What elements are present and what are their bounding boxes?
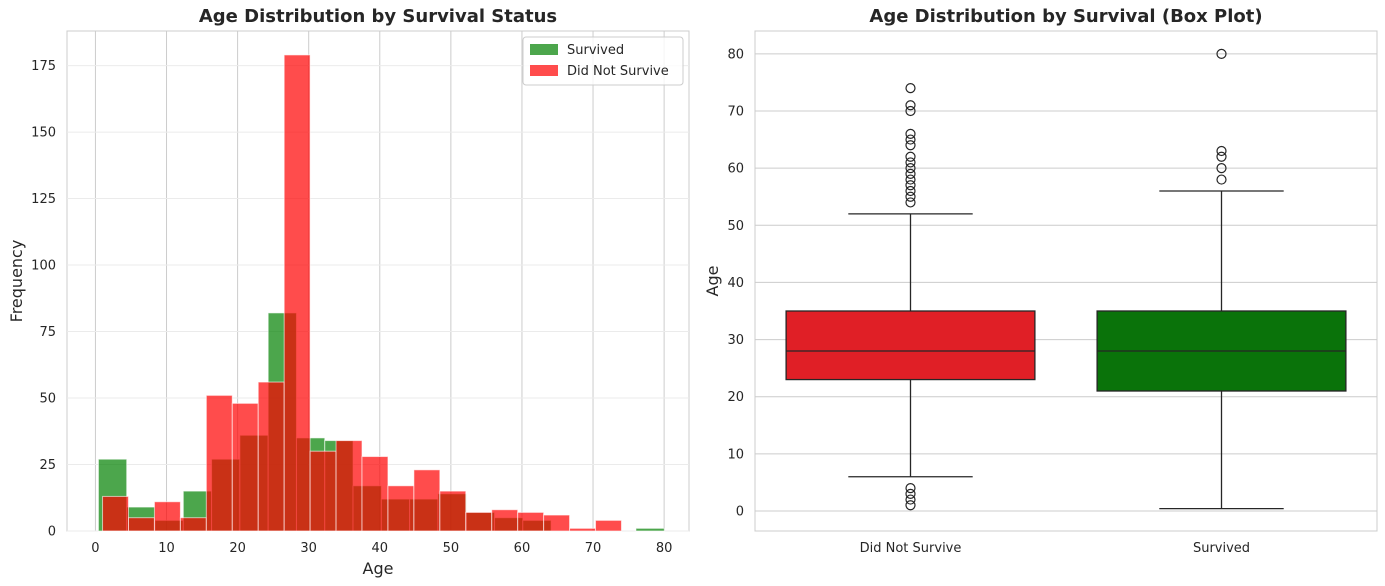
histogram-bar-did-not-survive-18 bbox=[569, 527, 597, 532]
histogram-x-tick-60: 60 bbox=[514, 541, 531, 556]
box-plot-y-ticks: 0 10 20 30 40 50 60 70 80 bbox=[727, 47, 744, 519]
histogram-grid bbox=[67, 31, 689, 532]
outlier-did-not-survive-15 bbox=[905, 128, 916, 139]
histogram-bar-did-not-survive-7 bbox=[283, 54, 311, 532]
histogram-bar-did-not-survive-12 bbox=[413, 469, 441, 532]
outlier-did-not-survive-1 bbox=[905, 494, 916, 505]
histogram-y-tick-150: 150 bbox=[31, 126, 56, 141]
box-plot-y-tick-30: 30 bbox=[727, 333, 744, 348]
box-plot-title: Age Distribution by Survival (Box Plot) bbox=[869, 6, 1262, 27]
histogram-bar-did-not-survive-15 bbox=[491, 509, 519, 532]
box-plot-x-ticks: Did Not Survive Survived bbox=[860, 541, 1250, 556]
histogram-bar-did-not-survive-16 bbox=[517, 511, 545, 532]
outlier-survived-3 bbox=[1216, 145, 1227, 157]
legend-swatch-survived bbox=[530, 44, 558, 55]
box-plot-y-tick-40: 40 bbox=[727, 276, 744, 291]
box-plot-y-tick-0: 0 bbox=[736, 505, 744, 520]
histogram-bar-did-not-survive-11 bbox=[387, 485, 415, 532]
histogram-y-ticks: 0 25 50 75 100 125 150 175 bbox=[31, 59, 56, 539]
outlier-did-not-survive-16 bbox=[905, 105, 916, 117]
outlier-survived-4 bbox=[1216, 48, 1227, 59]
legend-label-did-not-survive: Did Not Survive bbox=[567, 64, 669, 79]
histogram-bar-did-not-survive-3 bbox=[179, 517, 207, 532]
histogram-x-tick-50: 50 bbox=[443, 541, 460, 556]
outlier-did-not-survive-3 bbox=[905, 483, 916, 494]
histogram-y-label: Frequency bbox=[7, 240, 26, 323]
histogram-bar-did-not-survive-8 bbox=[309, 450, 337, 532]
histogram-x-tick-30: 30 bbox=[300, 541, 317, 556]
histogram-x-tick-0: 0 bbox=[91, 541, 99, 556]
histogram-bar-did-not-survive-14 bbox=[465, 511, 493, 532]
outlier-did-not-survive-12 bbox=[905, 151, 916, 162]
histogram-y-tick-0: 0 bbox=[48, 525, 56, 540]
outlier-did-not-survive-18 bbox=[905, 83, 916, 94]
histogram-y-tick-25: 25 bbox=[39, 458, 56, 473]
outlier-did-not-survive-10 bbox=[905, 163, 916, 174]
histogram-x-tick-20: 20 bbox=[229, 541, 246, 556]
histogram-bar-did-not-survive-19 bbox=[595, 519, 622, 532]
outlier-did-not-survive-4 bbox=[905, 197, 916, 208]
box-plot-y-tick-70: 70 bbox=[727, 105, 744, 120]
histogram-bar-did-not-survive-13 bbox=[439, 490, 467, 532]
histogram-y-tick-100: 100 bbox=[31, 259, 56, 274]
outlier-did-not-survive-0 bbox=[905, 500, 916, 511]
histogram-bar-did-not-survive-0 bbox=[102, 495, 129, 532]
box-plot-y-tick-80: 80 bbox=[727, 47, 744, 62]
outlier-survived-2 bbox=[1216, 151, 1227, 162]
histogram-x-tick-40: 40 bbox=[372, 541, 389, 556]
histogram-bar-did-not-survive-17 bbox=[543, 514, 571, 532]
histogram-y-tick-125: 125 bbox=[31, 192, 56, 207]
histogram-bar-did-not-survive-5 bbox=[231, 402, 259, 532]
histogram-legend: Survived Did Not Survive bbox=[522, 36, 684, 86]
legend-label-survived: Survived bbox=[567, 43, 624, 58]
histogram-bar-did-not-survive-1 bbox=[127, 517, 155, 532]
histogram-x-tick-10: 10 bbox=[158, 541, 175, 556]
outlier-did-not-survive-8 bbox=[905, 174, 916, 185]
legend-frame bbox=[522, 36, 684, 86]
outlier-did-not-survive-11 bbox=[905, 157, 916, 168]
outlier-did-not-survive-9 bbox=[905, 168, 916, 179]
outlier-did-not-survive-7 bbox=[905, 180, 916, 191]
histogram-y-tick-175: 175 bbox=[31, 59, 56, 74]
box-plot-y-tick-50: 50 bbox=[727, 219, 744, 234]
outlier-did-not-survive-14 bbox=[905, 134, 916, 145]
box-plot-x-tick-did-not-survive: Did Not Survive bbox=[860, 541, 962, 556]
box-plot-y-tick-10: 10 bbox=[727, 447, 744, 462]
histogram-bar-did-not-survive-4 bbox=[205, 394, 233, 532]
histogram-bar-did-not-survive-9 bbox=[335, 440, 363, 532]
histogram-bar-did-not-survive-10 bbox=[361, 456, 389, 532]
histogram-x-tick-80: 80 bbox=[656, 541, 673, 556]
outlier-did-not-survive-2 bbox=[905, 488, 916, 499]
histogram-y-tick-50: 50 bbox=[39, 392, 56, 407]
box-plot-y-tick-20: 20 bbox=[727, 390, 744, 405]
histogram-plot-area bbox=[66, 30, 690, 532]
outlier-did-not-survive-6 bbox=[905, 185, 916, 197]
histogram-title: Age Distribution by Survival Status bbox=[199, 6, 557, 27]
box-did-not-survive bbox=[785, 310, 1036, 381]
histogram-bar-survived-19 bbox=[635, 527, 665, 532]
box-plot-area bbox=[754, 30, 1378, 532]
box-plot-chart: Did Not Survive Survived 0 10 20 30 40 50 60 70 8… bbox=[703, 6, 1378, 556]
box-plot-x-tick-survived: Survived bbox=[1193, 541, 1250, 556]
legend-swatch-did-not-survive bbox=[530, 65, 558, 76]
histogram-chart: 0 10 20 30 40 50 60 70 80 0 25 50 75 100 125 150 175 Ag… bbox=[7, 6, 690, 578]
histogram-y-tick-75: 75 bbox=[39, 325, 56, 340]
box-plot-marks bbox=[785, 48, 1347, 511]
histogram-x-ticks: 0 10 20 30 40 50 60 70 80 bbox=[91, 541, 672, 556]
histogram-bar-did-not-survive-2 bbox=[153, 501, 181, 532]
outlier-did-not-survive-5 bbox=[905, 191, 916, 202]
outlier-did-not-survive-13 bbox=[905, 140, 916, 151]
outlier-did-not-survive-17 bbox=[905, 100, 916, 111]
histogram-bars bbox=[97, 54, 665, 532]
histogram-bar-did-not-survive-6 bbox=[257, 381, 285, 532]
histogram-x-label: Age bbox=[363, 559, 394, 578]
histogram-x-tick-70: 70 bbox=[585, 541, 602, 556]
outlier-survived-1 bbox=[1216, 163, 1227, 174]
box-plot-y-label: Age bbox=[703, 266, 722, 297]
outlier-survived-0 bbox=[1216, 174, 1227, 185]
box-plot-y-tick-60: 60 bbox=[727, 162, 744, 177]
